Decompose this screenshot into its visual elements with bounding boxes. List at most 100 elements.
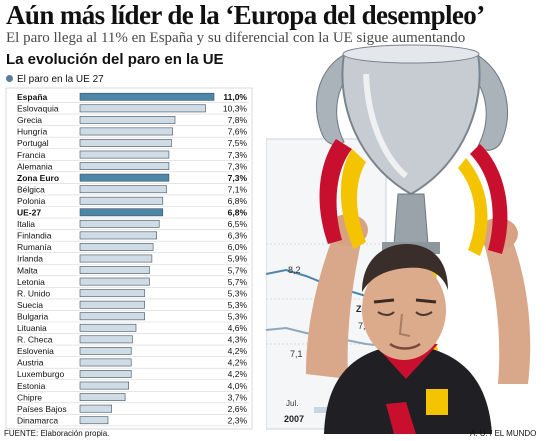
value-label: 7,3% — [228, 161, 248, 171]
bg-chart-value: 8,2 — [288, 265, 301, 275]
bar-row: Bulgaria 5,3% — [17, 311, 249, 323]
value-label: 7,6% — [228, 127, 248, 137]
category-label: Irlanda — [17, 254, 43, 264]
bar-row: Finlandia 6,3% — [17, 231, 249, 242]
bar-row: Bélgica 7,1% — [17, 184, 249, 196]
legend-marker — [6, 75, 13, 82]
category-label: Lituania — [17, 323, 47, 333]
value-label: 7,3% — [228, 150, 248, 160]
value-label: 5,7% — [228, 277, 248, 287]
category-label: UE-27 — [17, 208, 41, 218]
category-label: Rumanía — [17, 242, 52, 252]
chart-frame — [5, 87, 253, 430]
subheadline: El paro llega al 11% en España y su dife… — [6, 30, 466, 46]
bar-row: Malta 5,7% — [17, 265, 249, 277]
bar — [79, 208, 164, 217]
bar — [79, 346, 132, 355]
bar-row: Luxemburgo 4,2% — [17, 369, 249, 381]
value-label: 7,5% — [228, 138, 248, 148]
category-label: Bulgaria — [17, 311, 48, 321]
bar-row: Suecia 5,3% — [17, 300, 249, 311]
bar — [79, 254, 153, 263]
value-label: 6,0% — [228, 242, 248, 252]
bar — [79, 92, 215, 101]
bg-chart-value: 7,1 — [290, 349, 303, 359]
bar — [79, 116, 176, 124]
bar — [79, 323, 137, 332]
bar-row: UE-27 6,8% — [17, 208, 249, 219]
category-label: Bélgica — [17, 184, 45, 194]
value-label: 4,0% — [228, 381, 248, 391]
value-label: 3,7% — [228, 392, 248, 402]
value-label: 2,6% — [228, 404, 248, 414]
bar — [79, 139, 172, 147]
value-label: 6,8% — [228, 208, 248, 218]
value-label: 7,3% — [228, 173, 248, 183]
category-label: Zona Euro — [17, 173, 59, 183]
bar-row: R. Unido 5,3% — [17, 288, 249, 300]
credit-note: A. U. / EL MUNDO — [470, 429, 537, 438]
bar — [79, 335, 133, 344]
category-label: Estonia — [17, 381, 46, 391]
value-label: 7,8% — [228, 115, 248, 125]
bar — [79, 196, 164, 205]
value-label: 10,3% — [223, 104, 248, 114]
bar — [79, 312, 145, 321]
category-label: Malta — [17, 265, 38, 275]
bar — [79, 300, 145, 309]
bar — [79, 127, 173, 136]
value-label: 6,3% — [228, 231, 248, 241]
bar-row: R. Checa 4,3% — [17, 335, 249, 346]
bar-row: Dinamarca 2,3% — [17, 415, 249, 427]
category-label: Luxemburgo — [17, 369, 65, 379]
value-label: 5,7% — [228, 265, 248, 275]
category-label: Letonia — [17, 277, 45, 287]
category-label: España — [17, 92, 48, 102]
bar — [79, 381, 130, 390]
bar-row: Francia 7,3% — [17, 150, 249, 161]
bar — [79, 185, 167, 194]
chart-title: La evolución del paro en la UE — [6, 51, 224, 68]
value-label: 7,1% — [228, 184, 248, 194]
bar-row: Eslovaquia 10,3% — [17, 104, 249, 115]
bar-row: Lituania 4,6% — [17, 323, 249, 334]
bar — [79, 266, 150, 274]
bar — [79, 358, 132, 367]
bar-row: Países Bajos 2,6% — [17, 404, 249, 415]
category-label: Alemania — [17, 161, 53, 171]
bar — [79, 104, 206, 113]
value-label: 4,2% — [228, 346, 248, 356]
category-label: Chipre — [17, 392, 42, 402]
bar-row: Polonia 6,8% — [17, 196, 249, 207]
bar — [79, 219, 160, 228]
bar — [79, 289, 145, 298]
bar — [79, 404, 113, 413]
bar — [79, 173, 170, 182]
value-label: 5,3% — [228, 300, 248, 310]
legend: El paro en la UE 27 — [6, 73, 104, 87]
category-label: Eslovenia — [17, 346, 54, 356]
category-label: Países Bajos — [17, 404, 67, 414]
bar-row: Chipre 3,7% — [17, 392, 249, 404]
bar-row: Austria 4,2% — [17, 358, 249, 369]
bar-row: Alemania 7,3% — [17, 161, 249, 173]
photo-trophy-lift: 8,2 Zona E 7,2 7,1 Jul. 2007 — [266, 44, 531, 434]
category-label: Francia — [17, 150, 46, 160]
value-label: 4,3% — [228, 335, 248, 345]
bar-row: Hungría 7,6% — [17, 127, 249, 138]
value-label: 4,2% — [228, 358, 248, 368]
bar-row: Zona Euro 7,3% — [17, 173, 249, 184]
category-label: Dinamarca — [17, 415, 58, 425]
value-label: 5,3% — [228, 311, 248, 321]
category-label: Polonia — [17, 196, 46, 206]
bar-row: Grecia 7,8% — [17, 115, 249, 126]
source-note: FUENTE: Elaboración propia. — [4, 429, 110, 438]
category-label: Grecia — [17, 115, 42, 125]
category-label: Austria — [17, 358, 44, 368]
bar — [79, 370, 132, 378]
bg-chart-month: Jul. — [286, 399, 298, 408]
value-label: 11,0% — [223, 92, 247, 102]
category-label: Hungría — [17, 127, 48, 137]
category-label: R. Checa — [17, 335, 53, 345]
value-label: 5,9% — [228, 254, 248, 264]
